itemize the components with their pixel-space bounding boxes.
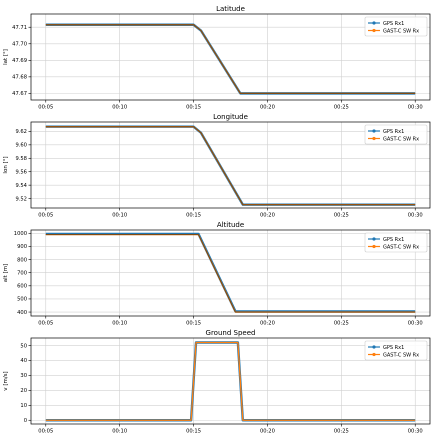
x-tick-label: 00:30 [408, 213, 423, 219]
chart-panel: Latitude 00:05 00:10 00:15 00:20 00:25 00:30 47… [3, 5, 431, 111]
series-line [45, 23, 416, 95]
y-tick-label: 40 [20, 358, 27, 364]
series-line [45, 24, 416, 95]
chart-title: Ground Speed [206, 329, 256, 337]
x-tick-label: 00:05 [38, 213, 53, 219]
x-tick-label: 00:10 [112, 321, 127, 327]
series-line [45, 125, 416, 206]
chart-panel: Ground Speed 00:05 00:10 00:15 00:20 00:25 00:… [3, 329, 431, 435]
x-tick-label: 00:15 [186, 213, 201, 219]
x-tick-label: 00:25 [334, 105, 349, 111]
legend-label: GAST-C SW Rx [383, 352, 419, 358]
y-axis-label: lat [°] [3, 49, 9, 65]
series-line [45, 341, 416, 421]
y-tick-label: 9.62 [15, 129, 27, 135]
legend-label: GPS Rx1 [383, 345, 404, 351]
plot-frame [30, 229, 431, 317]
y-tick-label: 10 [20, 403, 27, 409]
legend-label: GPS Rx1 [383, 21, 404, 27]
y-axis-label: alt [m] [3, 264, 9, 282]
legend-box [364, 340, 428, 361]
x-tick-label: 00:10 [112, 429, 127, 435]
plot-frame [30, 337, 431, 425]
x-tick-label: 00:05 [38, 429, 53, 435]
x-tick-label: 00:15 [186, 429, 201, 435]
chart-title: Altitude [217, 221, 244, 229]
legend-label: GAST-C SW Rx [383, 244, 419, 250]
x-tick-label: 00:15 [186, 105, 201, 111]
y-tick-label: 400 [17, 310, 27, 316]
legend-label: GAST-C SW Rx [383, 136, 419, 142]
y-tick-label: 0 [24, 418, 27, 424]
x-tick-label: 00:25 [334, 429, 349, 435]
y-tick-label: 9.58 [15, 156, 27, 162]
series-line-overlay [45, 24, 416, 94]
y-tick-label: 9.54 [15, 183, 27, 189]
y-tick-label: 30 [20, 373, 27, 379]
legend-marker [372, 237, 376, 241]
legend-box [364, 124, 428, 145]
chart-panel: Longitude 00:05 00:10 00:15 00:20 00:25 00:30 9… [3, 113, 431, 219]
y-tick-label: 800 [17, 257, 27, 263]
x-tick-label: 00:20 [260, 105, 275, 111]
legend-box [364, 16, 428, 37]
y-tick-label: 500 [17, 297, 27, 303]
x-tick-label: 00:15 [186, 321, 201, 327]
y-tick-label: 50 [20, 343, 27, 349]
series-line [45, 126, 416, 206]
x-tick-label: 00:30 [408, 429, 423, 435]
series-line-overlay [45, 126, 416, 206]
x-tick-label: 00:20 [260, 213, 275, 219]
legend-marker [372, 352, 376, 357]
y-tick-label: 700 [17, 270, 27, 276]
legend-marker [372, 21, 376, 25]
y-tick-label: 47.69 [12, 58, 27, 64]
x-tick-label: 00:25 [334, 321, 349, 327]
y-tick-label: 20 [20, 388, 27, 394]
y-tick-label: 47.67 [12, 91, 27, 97]
x-tick-label: 00:20 [260, 321, 275, 327]
legend-marker [372, 129, 376, 133]
chart-title: Latitude [216, 5, 245, 13]
legend-label: GAST-C SW Rx [383, 28, 419, 34]
x-tick-label: 00:10 [112, 105, 127, 111]
y-tick-label: 9.52 [15, 196, 27, 202]
x-tick-label: 00:30 [408, 321, 423, 327]
x-tick-label: 00:30 [408, 105, 423, 111]
y-tick-label: 47.71 [12, 25, 27, 31]
y-tick-label: 47.70 [12, 42, 27, 48]
series-line [45, 341, 416, 422]
legend-marker [372, 244, 376, 249]
chart-title: Longitude [213, 113, 248, 121]
y-tick-label: 9.56 [15, 170, 27, 176]
plot-frame [30, 121, 431, 209]
series-line-overlay [45, 234, 416, 313]
x-tick-label: 00:25 [334, 213, 349, 219]
legend-label: GPS Rx1 [383, 237, 404, 243]
x-tick-label: 00:05 [38, 105, 53, 111]
legend-label: GPS Rx1 [383, 129, 404, 135]
chart-panel: Altitude 00:05 00:10 00:15 00:20 00:25 00:30 40… [3, 221, 431, 327]
x-tick-label: 00:10 [112, 213, 127, 219]
y-axis-label: v [m/s] [3, 371, 9, 390]
y-tick-label: 900 [17, 244, 27, 250]
y-tick-label: 9.60 [15, 143, 27, 149]
legend-marker [372, 28, 376, 33]
y-tick-label: 600 [17, 284, 27, 290]
legend-box [364, 232, 428, 253]
x-tick-label: 00:20 [260, 429, 275, 435]
plot-frame [30, 13, 431, 101]
y-tick-label: 47.68 [12, 75, 27, 81]
y-tick-label: 1000 [14, 231, 27, 237]
y-axis-label: lon [°] [3, 156, 9, 173]
legend-marker [372, 345, 376, 349]
x-tick-label: 00:05 [38, 321, 53, 327]
legend-marker [372, 136, 376, 141]
